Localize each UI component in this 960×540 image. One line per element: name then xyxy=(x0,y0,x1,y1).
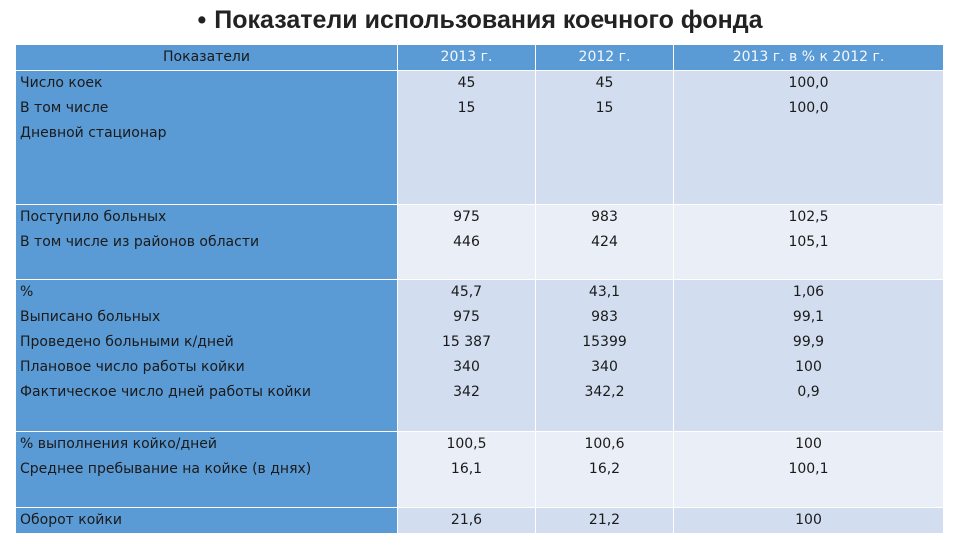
row-labels: Оборот койки xyxy=(15,507,398,534)
header-2013: 2013 г. xyxy=(397,44,536,71)
cell-value: 15 xyxy=(595,100,614,116)
table-row: % Выписано больных Проведено больными к/… xyxy=(15,279,944,432)
cell-value: 342 xyxy=(453,384,480,400)
table-row: % выполнения койко/дней Среднее пребыван… xyxy=(15,431,944,508)
cell-2013: 21,6 xyxy=(397,507,536,534)
title-text: Показатели использования коечного фонда xyxy=(214,6,763,34)
header-indicators: Показатели xyxy=(15,44,398,71)
cell-value: 21,6 xyxy=(450,512,483,528)
cell-value: 99,1 xyxy=(792,309,825,325)
cell-value: 15 xyxy=(457,100,476,116)
cell-value: 975 xyxy=(453,209,480,225)
cell-2012: 45 15 xyxy=(535,70,674,205)
cell-2013: 45,7 975 15 387 340 342 xyxy=(397,279,536,432)
cell-value: 1,06 xyxy=(792,284,825,300)
cell-value: 45,7 xyxy=(450,284,483,300)
row-label: Число коек xyxy=(20,75,103,91)
table-row: Число коек В том числе Дневной стационар… xyxy=(15,70,944,205)
row-label: Оборот койки xyxy=(20,512,122,528)
cell-value: 102,5 xyxy=(788,209,829,225)
row-labels: Поступило больных В том числе из районов… xyxy=(15,204,398,280)
row-label: Дневной стационар xyxy=(20,125,167,141)
table-row: Поступило больных В том числе из районов… xyxy=(15,204,944,280)
cell-value: 983 xyxy=(591,309,618,325)
cell-value: 100,0 xyxy=(788,100,829,116)
cell-2012: 21,2 xyxy=(535,507,674,534)
cell-2013: 45 15 xyxy=(397,70,536,205)
cell-value: 100 xyxy=(795,359,822,375)
cell-value: 975 xyxy=(453,309,480,325)
cell-2012: 983 424 xyxy=(535,204,674,280)
cell-2012: 100,6 16,2 xyxy=(535,431,674,508)
cell-value: 983 xyxy=(591,209,618,225)
row-label: % xyxy=(20,284,34,300)
row-label: Плановое число работы койки xyxy=(20,359,245,375)
cell-value: 100,1 xyxy=(788,461,829,477)
cell-value: 100 xyxy=(795,512,822,528)
cell-value: 424 xyxy=(591,234,618,250)
row-label: Фактическое число дней работы койки xyxy=(20,384,312,400)
cell-value: 105,1 xyxy=(788,234,829,250)
cell-value: 340 xyxy=(453,359,480,375)
row-label: Выписано больных xyxy=(20,309,161,325)
cell-value: 16,1 xyxy=(450,461,483,477)
bed-fund-table: Показатели 2013 г. 2012 г. 2013 г. в % к… xyxy=(15,44,944,534)
cell-percent: 102,5 105,1 xyxy=(673,204,944,280)
cell-2012: 43,1 983 15399 340 342,2 xyxy=(535,279,674,432)
cell-2013: 975 446 xyxy=(397,204,536,280)
cell-value: 45 xyxy=(595,75,614,91)
row-labels: % выполнения койко/дней Среднее пребыван… xyxy=(15,431,398,508)
cell-value: 100,0 xyxy=(788,75,829,91)
cell-value: 15 387 xyxy=(442,334,491,350)
cell-value: 15399 xyxy=(582,334,627,350)
cell-value: 99,9 xyxy=(792,334,825,350)
cell-value: 43,1 xyxy=(588,284,621,300)
row-label: Поступило больных xyxy=(20,209,167,225)
row-label: % выполнения койко/дней xyxy=(20,436,218,452)
cell-value: 0,9 xyxy=(797,384,820,400)
row-labels: Число коек В том числе Дневной стационар xyxy=(15,70,398,205)
row-label: В том числе xyxy=(20,100,109,116)
table-row: Оборот койки 21,6 21,2 100 xyxy=(15,507,944,534)
row-label: Среднее пребывание на койке (в днях) xyxy=(20,461,312,477)
cell-value: 100,6 xyxy=(584,436,625,452)
cell-value: 45 xyxy=(457,75,476,91)
cell-value: 446 xyxy=(453,234,480,250)
cell-2013: 100,5 16,1 xyxy=(397,431,536,508)
cell-value: 100 xyxy=(795,436,822,452)
row-label: Проведено больными к/дней xyxy=(20,334,234,350)
page-title: • Показатели использования коечного фонда xyxy=(0,6,960,35)
cell-value: 100,5 xyxy=(446,436,487,452)
cell-percent: 1,06 99,1 99,9 100 0,9 xyxy=(673,279,944,432)
header-2012: 2012 г. xyxy=(535,44,674,71)
cell-percent: 100 xyxy=(673,507,944,534)
header-percent: 2013 г. в % к 2012 г. xyxy=(673,44,944,71)
row-label: В том числе из районов области xyxy=(20,234,260,250)
cell-value: 340 xyxy=(591,359,618,375)
title-bullet: • xyxy=(197,6,207,34)
table-header-row: Показатели 2013 г. 2012 г. 2013 г. в % к… xyxy=(15,44,944,71)
cell-value: 16,2 xyxy=(588,461,621,477)
cell-value: 342,2 xyxy=(584,384,625,400)
cell-value: 21,2 xyxy=(588,512,621,528)
cell-percent: 100 100,1 xyxy=(673,431,944,508)
row-labels: % Выписано больных Проведено больными к/… xyxy=(15,279,398,432)
cell-percent: 100,0 100,0 xyxy=(673,70,944,205)
